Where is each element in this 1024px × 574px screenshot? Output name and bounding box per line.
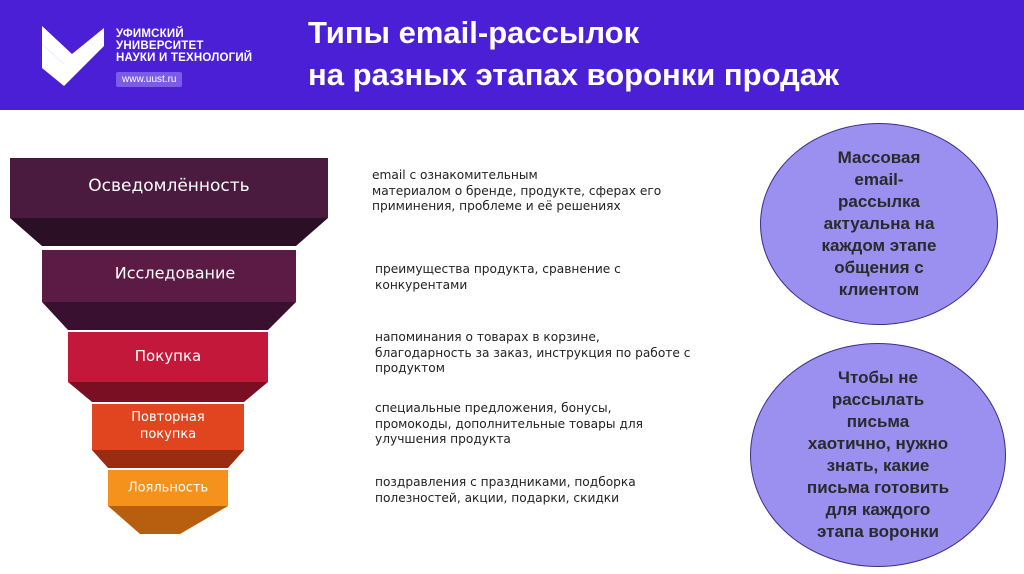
university-name-line: УНИВЕРСИТЕТ	[116, 40, 204, 52]
note-line: письма	[846, 412, 910, 431]
stage-description-line: напоминания о товарах в корзине,	[375, 330, 600, 344]
note-line: каждом этапе	[821, 236, 937, 255]
stage-description-line: преимущества продукта, сравнение с	[375, 262, 621, 276]
stage-description-line: email с ознакомительным	[372, 168, 538, 182]
funnel-stage-label: Лояльность	[127, 480, 209, 496]
stage-description-line: продуктом	[375, 361, 445, 375]
funnel-stage-label-line: покупка	[139, 427, 197, 442]
stage-description-line: промокоды, дополнительные товары для	[375, 416, 643, 431]
stage-description-line: полезностей, акции, подарки, скидки	[375, 490, 620, 505]
note-line: Массовая	[837, 148, 921, 167]
stage-description: поздравления с праздниками, подборка пол…	[375, 475, 705, 506]
university-name-line: УФИМСКИЙ	[116, 28, 184, 40]
page-title-line: Типы email-рассылок	[308, 15, 640, 50]
funnel-stage-loyalty	[108, 470, 228, 506]
funnel-stage-label-line: Повторная	[131, 410, 205, 425]
note-line: письма готовить	[806, 478, 950, 497]
header-bar: УФИМСКИЙ УНИВЕРСИТЕТ НАУКИ И ТЕХНОЛОГИЙ …	[0, 0, 1024, 110]
note-line: клиентом	[838, 280, 920, 299]
note-bubble-targeting: Чтобы не рассылать письма хаотично, нужн…	[750, 343, 1006, 567]
note-bubble-mass-mailing: Массовая email- рассылка актуальна на ка…	[760, 123, 998, 325]
stage-description: специальные предложения, бонусы, промоко…	[375, 401, 705, 448]
note-line: этапа воронки	[817, 522, 939, 541]
funnel-stage-repeat-purchase	[92, 404, 244, 450]
stage-description: преимущества продукта, сравнение с конку…	[375, 262, 705, 293]
stage-description: email с ознакомительным материалом о бре…	[372, 168, 702, 215]
university-name-line: НАУКИ И ТЕХНОЛОГИЙ	[116, 52, 253, 64]
note-line: рассылка	[837, 192, 921, 211]
page-title-line: на разных этапах воронки продаж	[308, 57, 839, 92]
funnel-connector	[92, 450, 244, 468]
funnel-stage-label: Покупка	[134, 347, 202, 365]
stage-description-line: улучшения продукта	[375, 432, 511, 446]
note-line: актуальна на	[823, 214, 935, 233]
website-link[interactable]: www.uust.ru	[116, 72, 183, 87]
stage-description: напоминания о товарах в корзине, благода…	[375, 330, 705, 377]
stage-description-line: материалом о бренде, продукте, сферах ег…	[372, 183, 662, 198]
university-name: УФИМСКИЙ УНИВЕРСИТЕТ НАУКИ И ТЕХНОЛОГИЙ	[116, 28, 252, 64]
funnel-stage-label: Осведомлённость	[88, 176, 250, 196]
note-line: для каждого	[825, 500, 931, 519]
page-title: Типы email-рассылок на разных этапах вор…	[308, 12, 839, 96]
funnel-stage-awareness	[10, 158, 328, 218]
note-line: знать, какие	[826, 456, 930, 475]
funnel-stage-purchase	[68, 332, 268, 382]
note-line: общения с	[834, 258, 924, 277]
university-logo-icon	[42, 26, 104, 86]
stage-description-line: специальные предложения, бонусы,	[375, 401, 612, 415]
funnel-stage-label: Исследование	[114, 263, 236, 283]
stage-description-line: поздравления с праздниками, подборка	[375, 475, 636, 489]
note-line: email-	[854, 170, 904, 189]
note-line: хаотично, нужно	[807, 434, 949, 453]
funnel-connector	[10, 218, 328, 246]
stage-description-line: благодарность за заказ, инструкция по ра…	[375, 345, 691, 360]
funnel-connector	[42, 302, 296, 330]
stage-description-line: конкурентами	[375, 277, 468, 292]
funnel-stage-label: Повторная покупка	[131, 409, 204, 443]
note-line: Чтобы не	[838, 368, 918, 387]
note-line: рассылать	[831, 390, 925, 409]
stage-description-line: приминения, проблеме и её решениях	[372, 199, 621, 213]
sales-funnel	[10, 158, 328, 534]
funnel-connector	[108, 506, 228, 534]
funnel-connector	[68, 382, 268, 402]
funnel-stage-research	[42, 250, 296, 302]
